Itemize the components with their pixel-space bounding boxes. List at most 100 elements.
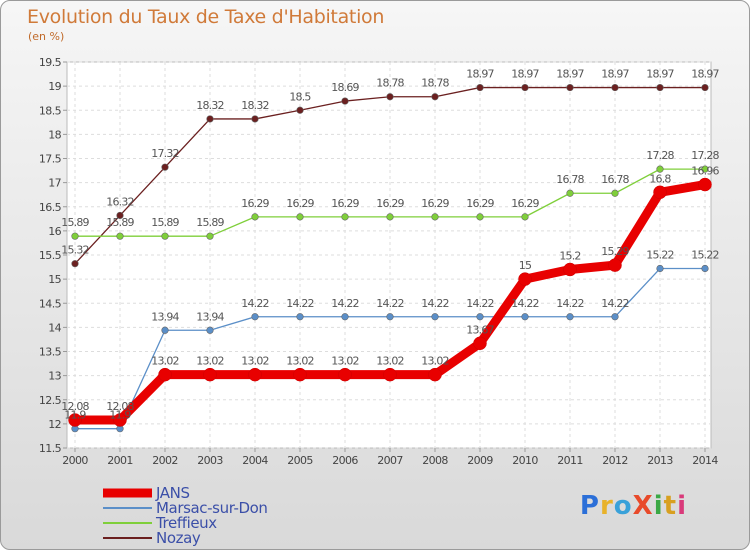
y-tick-label: 19.5 xyxy=(39,56,62,69)
data-point xyxy=(698,177,712,192)
data-label: 15.89 xyxy=(61,216,89,229)
y-tick-label: 17.5 xyxy=(39,153,62,166)
data-point xyxy=(68,413,82,427)
data-label: 13.02 xyxy=(286,355,314,368)
data-point xyxy=(608,258,622,272)
data-label: 18.97 xyxy=(511,68,539,81)
data-point xyxy=(611,313,619,321)
data-label: 15.22 xyxy=(691,249,719,262)
data-label: 13.02 xyxy=(151,355,179,368)
y-tick-label: 16 xyxy=(48,225,61,238)
y-tick-label: 14.5 xyxy=(39,297,62,310)
data-label: 14.22 xyxy=(241,297,269,310)
x-tick-label: 2008 xyxy=(422,454,448,467)
legend-label: JANS xyxy=(155,484,190,502)
data-label: 11.9 xyxy=(64,409,86,422)
x-tick-label: 2002 xyxy=(152,454,178,467)
data-label: 16.8 xyxy=(649,172,671,185)
data-point xyxy=(656,165,664,173)
y-tick-label: 11.5 xyxy=(39,442,62,455)
data-point xyxy=(431,213,439,221)
data-point xyxy=(428,367,442,382)
data-point xyxy=(116,211,124,220)
data-point xyxy=(251,115,259,123)
data-label: 13.94 xyxy=(196,310,224,323)
data-point xyxy=(476,213,484,221)
data-point xyxy=(701,264,709,273)
data-label: 18.78 xyxy=(421,77,449,90)
data-point xyxy=(473,336,487,351)
y-tick-label: 17 xyxy=(48,177,61,190)
data-label: 15.89 xyxy=(151,216,179,229)
x-tick-label: 2013 xyxy=(647,454,673,467)
data-point xyxy=(566,83,574,92)
x-tick-label: 2012 xyxy=(602,454,628,467)
data-label: 13.94 xyxy=(151,310,179,323)
data-point xyxy=(476,83,484,92)
data-point xyxy=(386,93,394,101)
data-label: 13.02 xyxy=(331,355,359,368)
data-point xyxy=(251,313,259,321)
data-point xyxy=(383,367,397,382)
data-point xyxy=(431,313,439,321)
data-label: 14.22 xyxy=(601,297,629,310)
data-point xyxy=(158,367,172,382)
data-label: 16.78 xyxy=(556,173,584,186)
data-point xyxy=(701,165,709,173)
data-label: 16.29 xyxy=(286,197,314,210)
unit-label: (en %) xyxy=(28,30,65,43)
y-tick-label: 19 xyxy=(48,80,61,93)
data-point xyxy=(521,213,529,221)
y-tick-label: 13.5 xyxy=(39,346,62,359)
data-point xyxy=(296,213,304,221)
legend-label: Treffieux xyxy=(155,514,217,532)
logo-letter: t xyxy=(663,491,678,521)
data-label: 14.22 xyxy=(286,297,314,310)
data-point xyxy=(476,313,484,321)
data-label: 16.29 xyxy=(376,197,404,210)
data-point xyxy=(431,93,439,101)
x-tick-label: 2000 xyxy=(62,454,88,467)
data-point xyxy=(161,326,169,334)
y-tick-label: 15.5 xyxy=(39,249,62,262)
data-point xyxy=(206,115,214,123)
data-label: 14.22 xyxy=(466,297,494,310)
data-point xyxy=(386,213,394,221)
legend-label: Marsac-sur-Don xyxy=(156,499,268,517)
proxiti-logo: ProXiti xyxy=(580,491,687,521)
x-tick-label: 2007 xyxy=(377,454,403,467)
data-label: 18.69 xyxy=(331,81,359,94)
data-point xyxy=(386,313,394,321)
data-point xyxy=(566,313,574,321)
data-label: 14.22 xyxy=(376,297,404,310)
data-point xyxy=(611,189,619,197)
x-tick-label: 2005 xyxy=(287,454,313,467)
logo-letter: P xyxy=(579,491,600,521)
data-point xyxy=(161,232,169,240)
data-point xyxy=(206,232,214,240)
data-label: 18.97 xyxy=(646,68,674,81)
data-label: 16.29 xyxy=(241,197,269,210)
data-label: 15.22 xyxy=(646,249,674,262)
data-label: 16.29 xyxy=(466,197,494,210)
data-label: 18.32 xyxy=(196,99,224,112)
data-label: 18.97 xyxy=(601,68,629,81)
data-point xyxy=(251,213,259,221)
data-point xyxy=(116,232,124,240)
data-label: 15.2 xyxy=(559,249,580,262)
y-tick-label: 12.5 xyxy=(39,394,62,407)
data-point xyxy=(206,326,214,334)
data-label: 16.32 xyxy=(106,195,134,208)
data-label: 17.32 xyxy=(151,147,179,160)
x-tick-label: 2010 xyxy=(512,454,538,467)
logo-letter: i xyxy=(677,491,687,521)
x-tick-label: 2003 xyxy=(197,454,223,467)
data-point xyxy=(293,367,307,382)
data-point xyxy=(341,97,349,105)
data-point xyxy=(161,163,169,171)
logo-letter: i xyxy=(653,491,664,521)
data-label: 15.29 xyxy=(601,245,629,258)
logo-letter: X xyxy=(632,491,654,521)
data-point xyxy=(203,367,217,382)
